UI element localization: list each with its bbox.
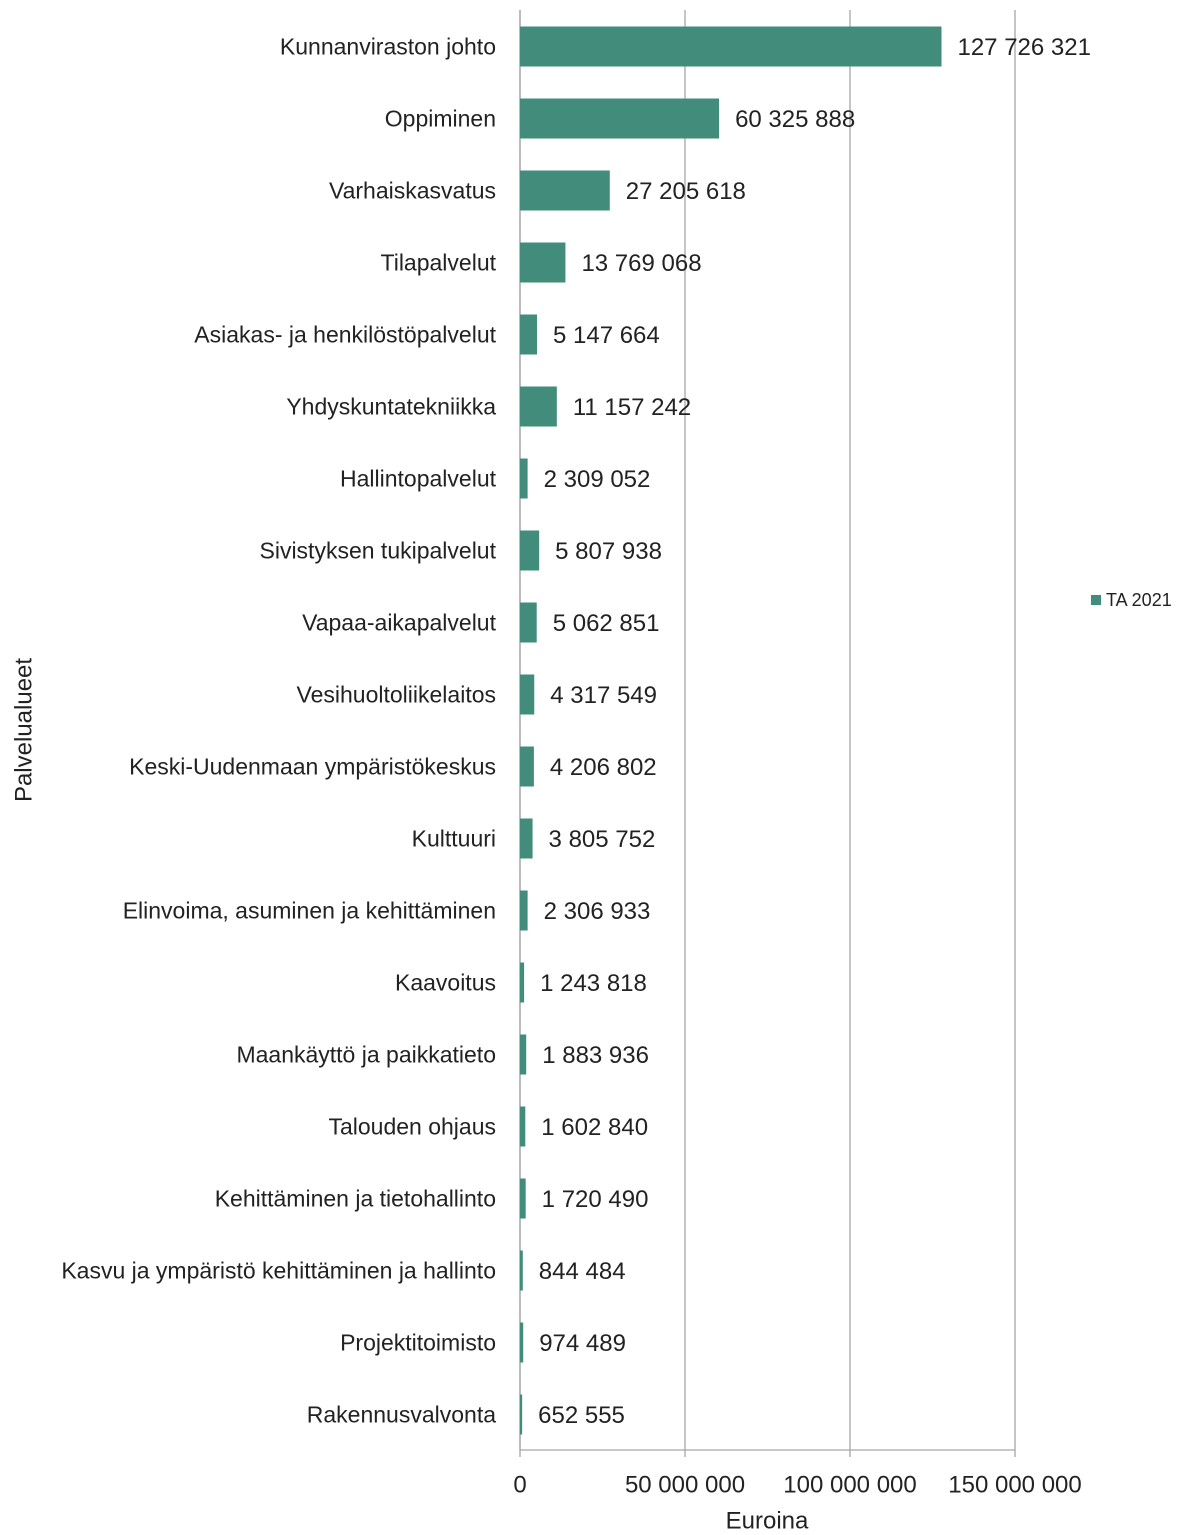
data-label: 5 147 664 (553, 322, 660, 349)
bar (520, 1394, 523, 1435)
bar (520, 818, 533, 859)
data-label: 13 769 068 (581, 250, 701, 277)
bar (520, 314, 537, 355)
data-label: 127 726 321 (957, 34, 1090, 61)
bar (520, 962, 525, 1003)
bar (520, 530, 540, 571)
y-tick-label: Vapaa-aikapalvelut (302, 609, 496, 635)
data-label: 4 317 549 (550, 682, 657, 709)
y-tick-label: Elinvoima, asuminen ja kehittäminen (122, 897, 496, 923)
y-tick-label: Hallintopalvelut (340, 465, 496, 491)
y-tick-label: Oppiminen (384, 105, 496, 131)
y-tick-label: Tilapalvelut (380, 249, 496, 275)
y-tick-label: Kehittäminen ja tietohallinto (214, 1185, 496, 1211)
data-label: 1 883 936 (542, 1042, 649, 1069)
bar (520, 1106, 526, 1147)
y-tick-label: Sivistyksen tukipalvelut (259, 537, 497, 563)
bar (520, 1178, 526, 1219)
bar (520, 602, 537, 643)
data-label: 1 720 490 (542, 1186, 649, 1213)
y-tick-label: Talouden ohjaus (328, 1113, 496, 1139)
x-tick-label: 150 000 000 (948, 1471, 1081, 1498)
x-tick-label: 100 000 000 (783, 1471, 916, 1498)
bar (520, 1034, 527, 1075)
data-label: 974 489 (539, 1330, 626, 1357)
x-tick-label: 0 (513, 1471, 526, 1498)
data-label: 2 309 052 (544, 466, 651, 493)
data-label: 27 205 618 (626, 178, 746, 205)
data-label: 1 602 840 (541, 1114, 648, 1141)
y-tick-label: Varhaiskasvatus (328, 177, 496, 203)
data-label: 844 484 (539, 1258, 626, 1285)
bar (520, 458, 528, 499)
x-axis-title: Euroina (726, 1507, 809, 1534)
y-tick-label: Projektitoimisto (340, 1329, 496, 1355)
y-tick-label: Yhdyskuntatekniikka (286, 393, 496, 419)
data-label: 652 555 (538, 1402, 625, 1429)
data-label: 1 243 818 (540, 970, 647, 997)
data-label: 3 805 752 (549, 826, 656, 853)
data-label: 2 306 933 (544, 898, 651, 925)
data-label: 60 325 888 (735, 106, 855, 133)
data-label: 11 157 242 (573, 394, 691, 421)
x-tick-label: 50 000 000 (625, 1471, 745, 1498)
data-label: 4 206 802 (550, 754, 657, 781)
legend-label: TA 2021 (1106, 590, 1172, 610)
bar (520, 26, 942, 67)
bar (520, 242, 566, 283)
y-tick-label: Asiakas- ja henkilöstöpalvelut (194, 321, 496, 347)
y-tick-label: Vesihuoltoliikelaitos (296, 681, 496, 707)
bar (520, 1322, 524, 1363)
bar (520, 170, 610, 211)
y-axis-title: Palvelualueet (10, 658, 37, 802)
y-tick-label: Kasvu ja ympäristö kehittäminen ja halli… (61, 1257, 496, 1283)
y-tick-label: Kaavoitus (394, 969, 496, 995)
y-tick-label: Rakennusvalvonta (306, 1401, 496, 1427)
bar (520, 98, 720, 139)
y-tick-label: Keski-Uudenmaan ympäristökeskus (129, 753, 496, 779)
y-tick-label: Maankäyttö ja paikkatieto (236, 1041, 496, 1067)
data-label: 5 807 938 (555, 538, 662, 565)
bar (520, 386, 557, 427)
y-tick-label: Kulttuuri (411, 825, 496, 851)
data-label: 5 062 851 (553, 610, 660, 637)
bar (520, 674, 535, 715)
bar (520, 1250, 523, 1291)
legend-swatch (1091, 595, 1101, 605)
y-tick-label: Kunnanviraston johto (279, 33, 496, 59)
bar (520, 890, 528, 931)
bar (520, 746, 534, 787)
